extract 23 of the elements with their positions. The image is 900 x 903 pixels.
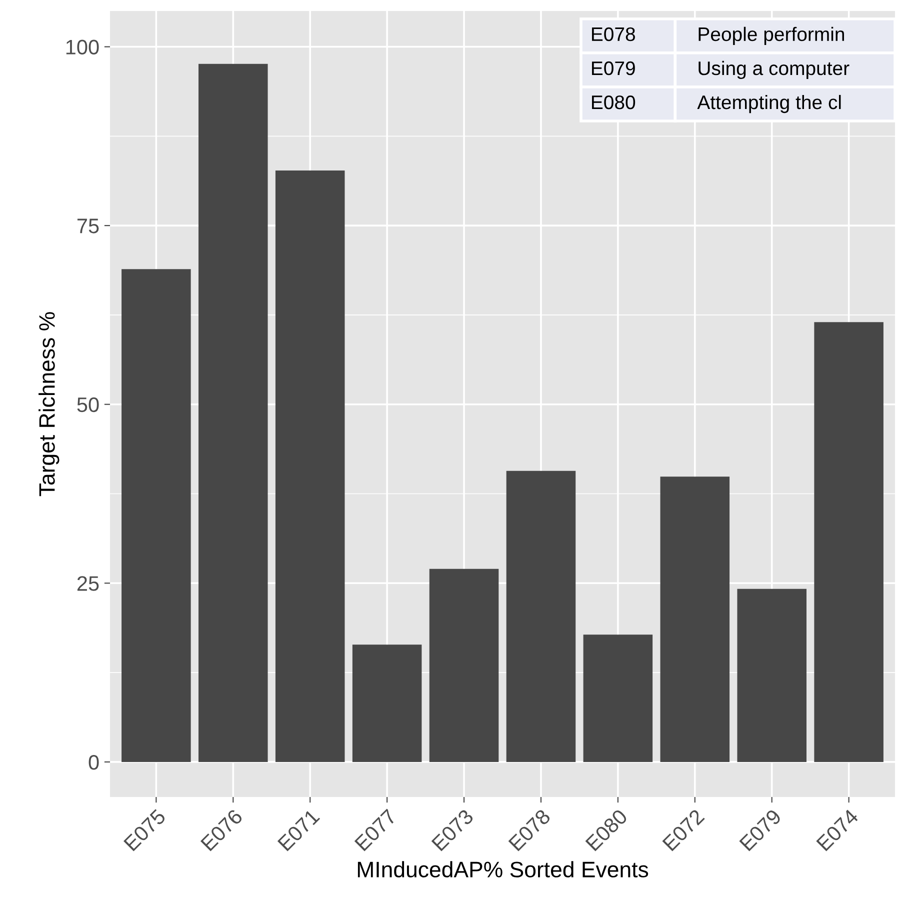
bar xyxy=(583,634,653,762)
x-axis-title: MInducedAP% Sorted Events xyxy=(358,861,648,878)
bar xyxy=(660,476,730,762)
y-tick-label: 25 xyxy=(77,576,99,591)
y-axis-title: Target Richness % xyxy=(38,312,60,496)
bar xyxy=(275,170,345,762)
annotation: E078 xyxy=(592,27,635,42)
y-tick-label: 50 xyxy=(77,397,99,412)
annotation: Attempting the cl xyxy=(697,94,841,114)
bar xyxy=(814,322,884,762)
bar xyxy=(737,588,806,762)
annotation: People performin xyxy=(698,26,844,45)
bar xyxy=(429,568,499,762)
bar xyxy=(122,269,191,762)
annotation: Using a computer xyxy=(698,60,850,80)
annotation: E080 xyxy=(592,95,636,110)
bar xyxy=(198,64,268,762)
y-tick-label: 100 xyxy=(66,40,99,55)
bar xyxy=(506,470,576,762)
bar xyxy=(352,644,422,762)
y-tick-label: 0 xyxy=(88,754,99,770)
y-tick-label: 75 xyxy=(77,218,99,234)
annotation: E079 xyxy=(592,61,635,76)
